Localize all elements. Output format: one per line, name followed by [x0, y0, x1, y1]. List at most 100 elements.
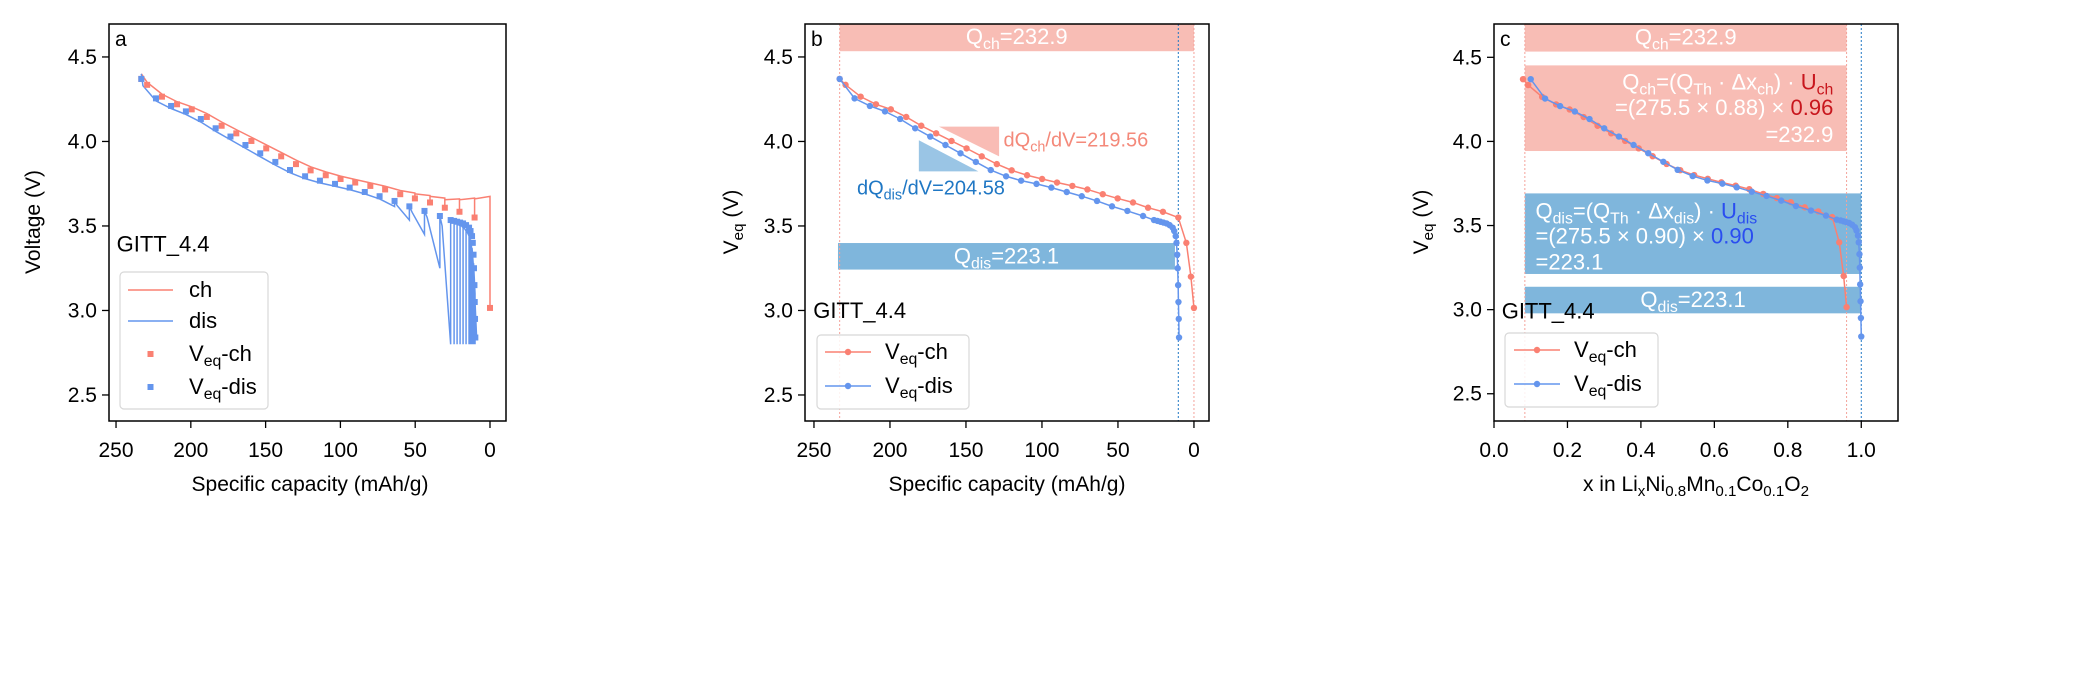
data-point [896, 115, 904, 123]
sample-label: GITT_4.4 [1502, 298, 1595, 323]
data-point [1600, 125, 1608, 132]
data-point [144, 81, 151, 88]
data-point [866, 102, 874, 110]
data-point [851, 95, 858, 102]
data-point [1099, 190, 1106, 198]
data-point [1615, 133, 1623, 140]
data-point [1855, 239, 1862, 246]
data-point [1159, 208, 1167, 215]
y-tick-label: 2.5 [1453, 383, 1482, 406]
data-point [857, 93, 864, 100]
x-axis-label: Specific capacity (mAh/g) [889, 473, 1126, 496]
data-point [292, 161, 299, 168]
data-point [993, 160, 1001, 168]
data-point [1124, 207, 1131, 215]
subscript-text: dis [1674, 210, 1694, 227]
data-point [486, 304, 493, 311]
band-label: Qch=232.9 [966, 24, 1068, 53]
subscript-text: ch [1030, 140, 1045, 156]
text-part: =(Q [1573, 198, 1610, 223]
slope-triangle [938, 126, 1000, 157]
data-point [471, 282, 478, 289]
data-point [1175, 315, 1182, 323]
x-tick-label: 150 [248, 439, 283, 462]
text-part: Q [1622, 69, 1639, 94]
data-point [1524, 81, 1532, 89]
panel-label: a [115, 28, 127, 51]
y-tick-label: 2.5 [68, 384, 97, 407]
x-tick-label: 200 [872, 439, 907, 462]
data-point [337, 175, 344, 182]
text-part: -dis [1606, 371, 1641, 396]
text-part: /dV=219.56 [1045, 130, 1148, 152]
legend-entry: Veq-dis [885, 373, 953, 402]
data-point [1594, 122, 1601, 129]
legend-marker-sample [844, 348, 852, 356]
data-point [1719, 180, 1726, 187]
subscript-text: eq [900, 385, 918, 402]
data-point [470, 251, 477, 258]
data-point [881, 108, 889, 115]
subscript-text: ch [1817, 81, 1834, 98]
legend-marker-sample [147, 351, 154, 357]
data-point [978, 153, 985, 160]
data-point [469, 233, 476, 240]
data-point [427, 199, 434, 206]
text-part: V [189, 341, 204, 366]
data-point [421, 207, 428, 214]
subscript-text: 0.1 [1715, 483, 1736, 500]
subscript-text: eq [900, 351, 918, 368]
legend-entry: Veq-ch [1574, 337, 1637, 366]
data-point [367, 182, 374, 189]
data-point [197, 115, 204, 122]
y-tick-label: 4.5 [68, 46, 97, 69]
y-tick-label: 3.5 [1453, 215, 1482, 238]
legend-entry: dis [189, 308, 217, 333]
data-point [1527, 75, 1534, 83]
data-point [286, 167, 293, 174]
data-point [1093, 197, 1101, 205]
data-point [942, 141, 949, 149]
data-point [1078, 193, 1085, 200]
data-point [887, 106, 895, 113]
band-label: Qdis=223.1 [954, 243, 1059, 272]
slope-triangle [918, 140, 979, 172]
data-point [1187, 273, 1195, 280]
data-point [1857, 298, 1864, 305]
data-point [441, 204, 448, 211]
formula-line: Qdis=(QTh · Δxdis) · Udis [1536, 198, 1758, 227]
data-point [1840, 272, 1847, 280]
data-point [316, 177, 323, 184]
data-point [471, 214, 478, 221]
data-point [138, 75, 145, 82]
subscript-text: eq [1420, 224, 1437, 241]
data-point [1017, 177, 1025, 184]
x-axis-label: Specific capacity (mAh/g) [192, 473, 429, 496]
data-point [227, 133, 234, 140]
text-part: · Δx [1629, 198, 1674, 223]
data-point [1856, 264, 1864, 271]
text-part: -ch [917, 339, 948, 364]
data-point [957, 150, 964, 157]
capacity-band [1524, 24, 1847, 52]
axes-frame [804, 23, 1210, 422]
data-point [411, 195, 418, 202]
data-point [1541, 95, 1549, 102]
data-point [1108, 203, 1116, 210]
data-point [1048, 184, 1055, 191]
text-part: ) · [1694, 198, 1721, 223]
data-point [1129, 199, 1137, 206]
text-part: Q [1640, 287, 1657, 312]
text-part: Q [954, 243, 971, 268]
data-point [152, 95, 159, 102]
y-tick-label: 4.5 [764, 46, 793, 69]
x-tick-label: 50 [1106, 439, 1129, 462]
text-part: dis [189, 308, 217, 333]
data-point [1114, 195, 1121, 202]
data-point [470, 265, 477, 272]
capacity-band [837, 243, 1175, 270]
data-point [376, 193, 383, 200]
subscript-text: 0.1 [1763, 483, 1784, 500]
